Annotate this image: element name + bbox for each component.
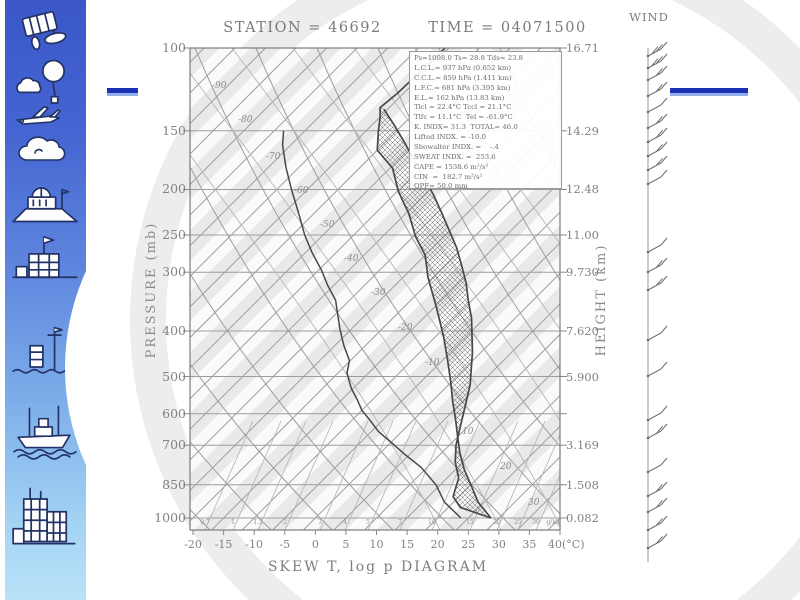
mixing-ratio-label: 15 <box>466 519 474 526</box>
pressure-tick-label: 700 <box>162 437 186 453</box>
pressure-tick-label: 300 <box>162 264 186 280</box>
pressure-tick-label: 150 <box>162 122 186 138</box>
mixing-ratio-label: 5 <box>366 519 370 526</box>
cloud-icon <box>11 126 79 166</box>
mixing-ratio-label: 7 <box>398 519 402 526</box>
mixing-ratio-label: g/kg <box>546 519 560 526</box>
mixing-ratio-label: 3 <box>318 519 322 526</box>
sounding-indices-box: Ps=1008.0 Ts= 28.8 Tds= 23.8 L.C.L.= 937… <box>409 51 562 190</box>
satellite-icon <box>11 4 79 60</box>
pressure-tick-label: 600 <box>162 405 186 421</box>
height-tick-label: 16.71 <box>566 41 599 55</box>
surface-station-icon <box>11 228 79 284</box>
height-tick-label: 9.730 <box>566 265 599 280</box>
weather-center-icon <box>11 478 79 554</box>
pressure-tick-label: 850 <box>162 476 186 492</box>
height-tick-label: 0.082 <box>566 511 599 525</box>
pressure-tick-label: 250 <box>162 227 186 243</box>
pressure-tick-label: 400 <box>162 322 186 338</box>
height-tick-label: 12.48 <box>566 182 599 197</box>
mixing-ratio-label: 10 <box>428 519 436 526</box>
accent-line-right <box>670 88 748 96</box>
pressure-tick-label: 200 <box>162 181 186 197</box>
pressure-tick-label: 500 <box>162 368 186 384</box>
temp-tick-label: 40(°C) <box>548 538 585 551</box>
weather-balloon-icon <box>11 58 79 114</box>
pressure-tick-label: 1000 <box>154 510 186 525</box>
height-tick-label: 7.620 <box>566 323 599 338</box>
aircraft-icon <box>11 100 79 134</box>
diagram-title: SKEW T, log p DIAGRAM <box>267 559 489 575</box>
pressure-axis-label: PRESSURE (mb) <box>144 221 159 359</box>
height-tick-label: 14.29 <box>566 123 599 138</box>
wind-column-label: WIND <box>629 10 669 24</box>
mixing-ratio-label: 2 <box>283 519 287 526</box>
accent-line-left <box>107 88 138 96</box>
temp-tick-label: 35 <box>522 538 537 551</box>
buoy-icon <box>11 322 82 378</box>
height-tick-label: 5.900 <box>566 369 599 384</box>
mixing-ratio-label: 1.5 <box>253 519 263 526</box>
radar-station-icon <box>11 168 79 224</box>
height-tick-label: 1.508 <box>566 477 599 492</box>
height-tick-label: 3.169 <box>566 438 599 453</box>
mixing-ratio-label: 0.7 <box>200 519 210 526</box>
mixing-ratio-label: 4 <box>343 519 347 526</box>
station-label: STATION = 46692 <box>223 20 382 36</box>
time-label: TIME = 04071500 <box>428 20 587 36</box>
pressure-tick-label: 100 <box>162 40 186 55</box>
height-tick-label: 11.00 <box>566 228 599 243</box>
mixing-ratio-label: 1 <box>231 519 235 526</box>
